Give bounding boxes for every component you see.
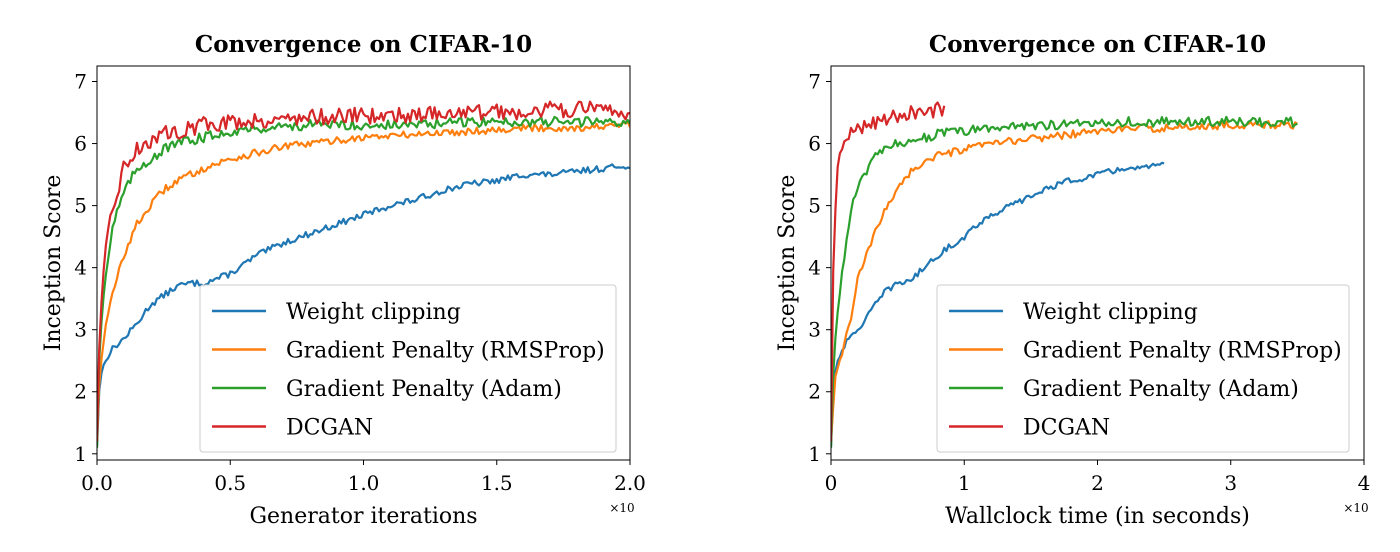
y-tick-label: 5	[808, 194, 821, 218]
x-tick-label: 1	[958, 471, 971, 495]
x-tick-label: 1.5	[481, 471, 513, 495]
series-lines	[97, 100, 630, 448]
y-tick-label: 7	[808, 70, 821, 94]
y-tick-label: 7	[74, 70, 87, 94]
x-axis-label: Generator iterations	[249, 504, 477, 529]
legend-label-gp-rmsprop: Gradient Penalty (RMSProp)	[286, 339, 605, 364]
series-line-weight-clipping	[97, 163, 630, 448]
y-tick-label: 3	[808, 318, 821, 342]
x-tick-label: 3	[1224, 471, 1237, 495]
chart-title: Convergence on CIFAR-10	[195, 31, 532, 58]
y-tick-label: 1	[74, 442, 87, 466]
legend: Weight clipping Gradient Penalty (RMSProp…	[199, 284, 617, 453]
legend: Weight clipping Gradient Penalty (RMSProp…	[936, 284, 1350, 453]
series-line-gp-rmsprop	[97, 120, 630, 442]
y-tick-label: 2	[74, 380, 87, 404]
legend-label-gp-adam: Gradient Penalty (Adam)	[1023, 377, 1299, 402]
y-axis-label: Inception Score	[41, 175, 66, 352]
legend-label-gp-rmsprop: Gradient Penalty (RMSProp)	[1023, 339, 1342, 364]
chart-1: 0.0 0.5 1.0 1.5 2.0 1 2 3 4 5 6 7 Convergence on CIF…	[41, 31, 646, 529]
x-axis-label: Wallclock time (in seconds)	[945, 504, 1250, 529]
legend-label-weight-clipping: Weight clipping	[1023, 300, 1198, 325]
legend-label-dcgan: DCGAN	[1023, 416, 1110, 441]
series-line-dcgan	[831, 101, 946, 442]
x-tick-label: 0.5	[214, 471, 246, 495]
legend-label-dcgan: DCGAN	[286, 416, 373, 441]
y-tick-label: 2	[808, 380, 821, 404]
x-tick-label: 0.0	[81, 471, 113, 495]
x-tick-label: 2	[1091, 471, 1104, 495]
y-tick-label: 1	[808, 442, 821, 466]
legend-label-gp-adam: Gradient Penalty (Adam)	[286, 377, 562, 402]
x-tick-label: 0	[825, 471, 838, 495]
y-tick-label: 4	[74, 256, 87, 280]
legend-label-weight-clipping: Weight clipping	[286, 300, 461, 325]
y-axis-label: Inception Score	[775, 175, 800, 352]
series-lines	[831, 101, 1298, 448]
series-line-gp-adam	[831, 115, 1298, 448]
y-tick-label: 6	[74, 132, 87, 156]
series-line-gp-rmsprop	[831, 120, 1298, 442]
y-tick-label: 5	[74, 194, 87, 218]
legend-box	[936, 284, 1350, 453]
x-axis-multiplier: ×10	[609, 501, 634, 515]
y-tick-label: 4	[808, 256, 821, 280]
series-line-weight-clipping	[831, 161, 1165, 448]
x-tick-label: 4	[1358, 471, 1371, 495]
y-tick-label: 6	[808, 132, 821, 156]
legend-box	[199, 284, 617, 453]
series-line-dcgan	[97, 100, 630, 442]
x-tick-label: 2.0	[614, 471, 646, 495]
chart-title: Convergence on CIFAR-10	[929, 31, 1266, 58]
y-tick-label: 3	[74, 318, 87, 342]
x-axis-multiplier: ×10	[1343, 501, 1368, 515]
x-tick-label: 1.0	[348, 471, 380, 495]
